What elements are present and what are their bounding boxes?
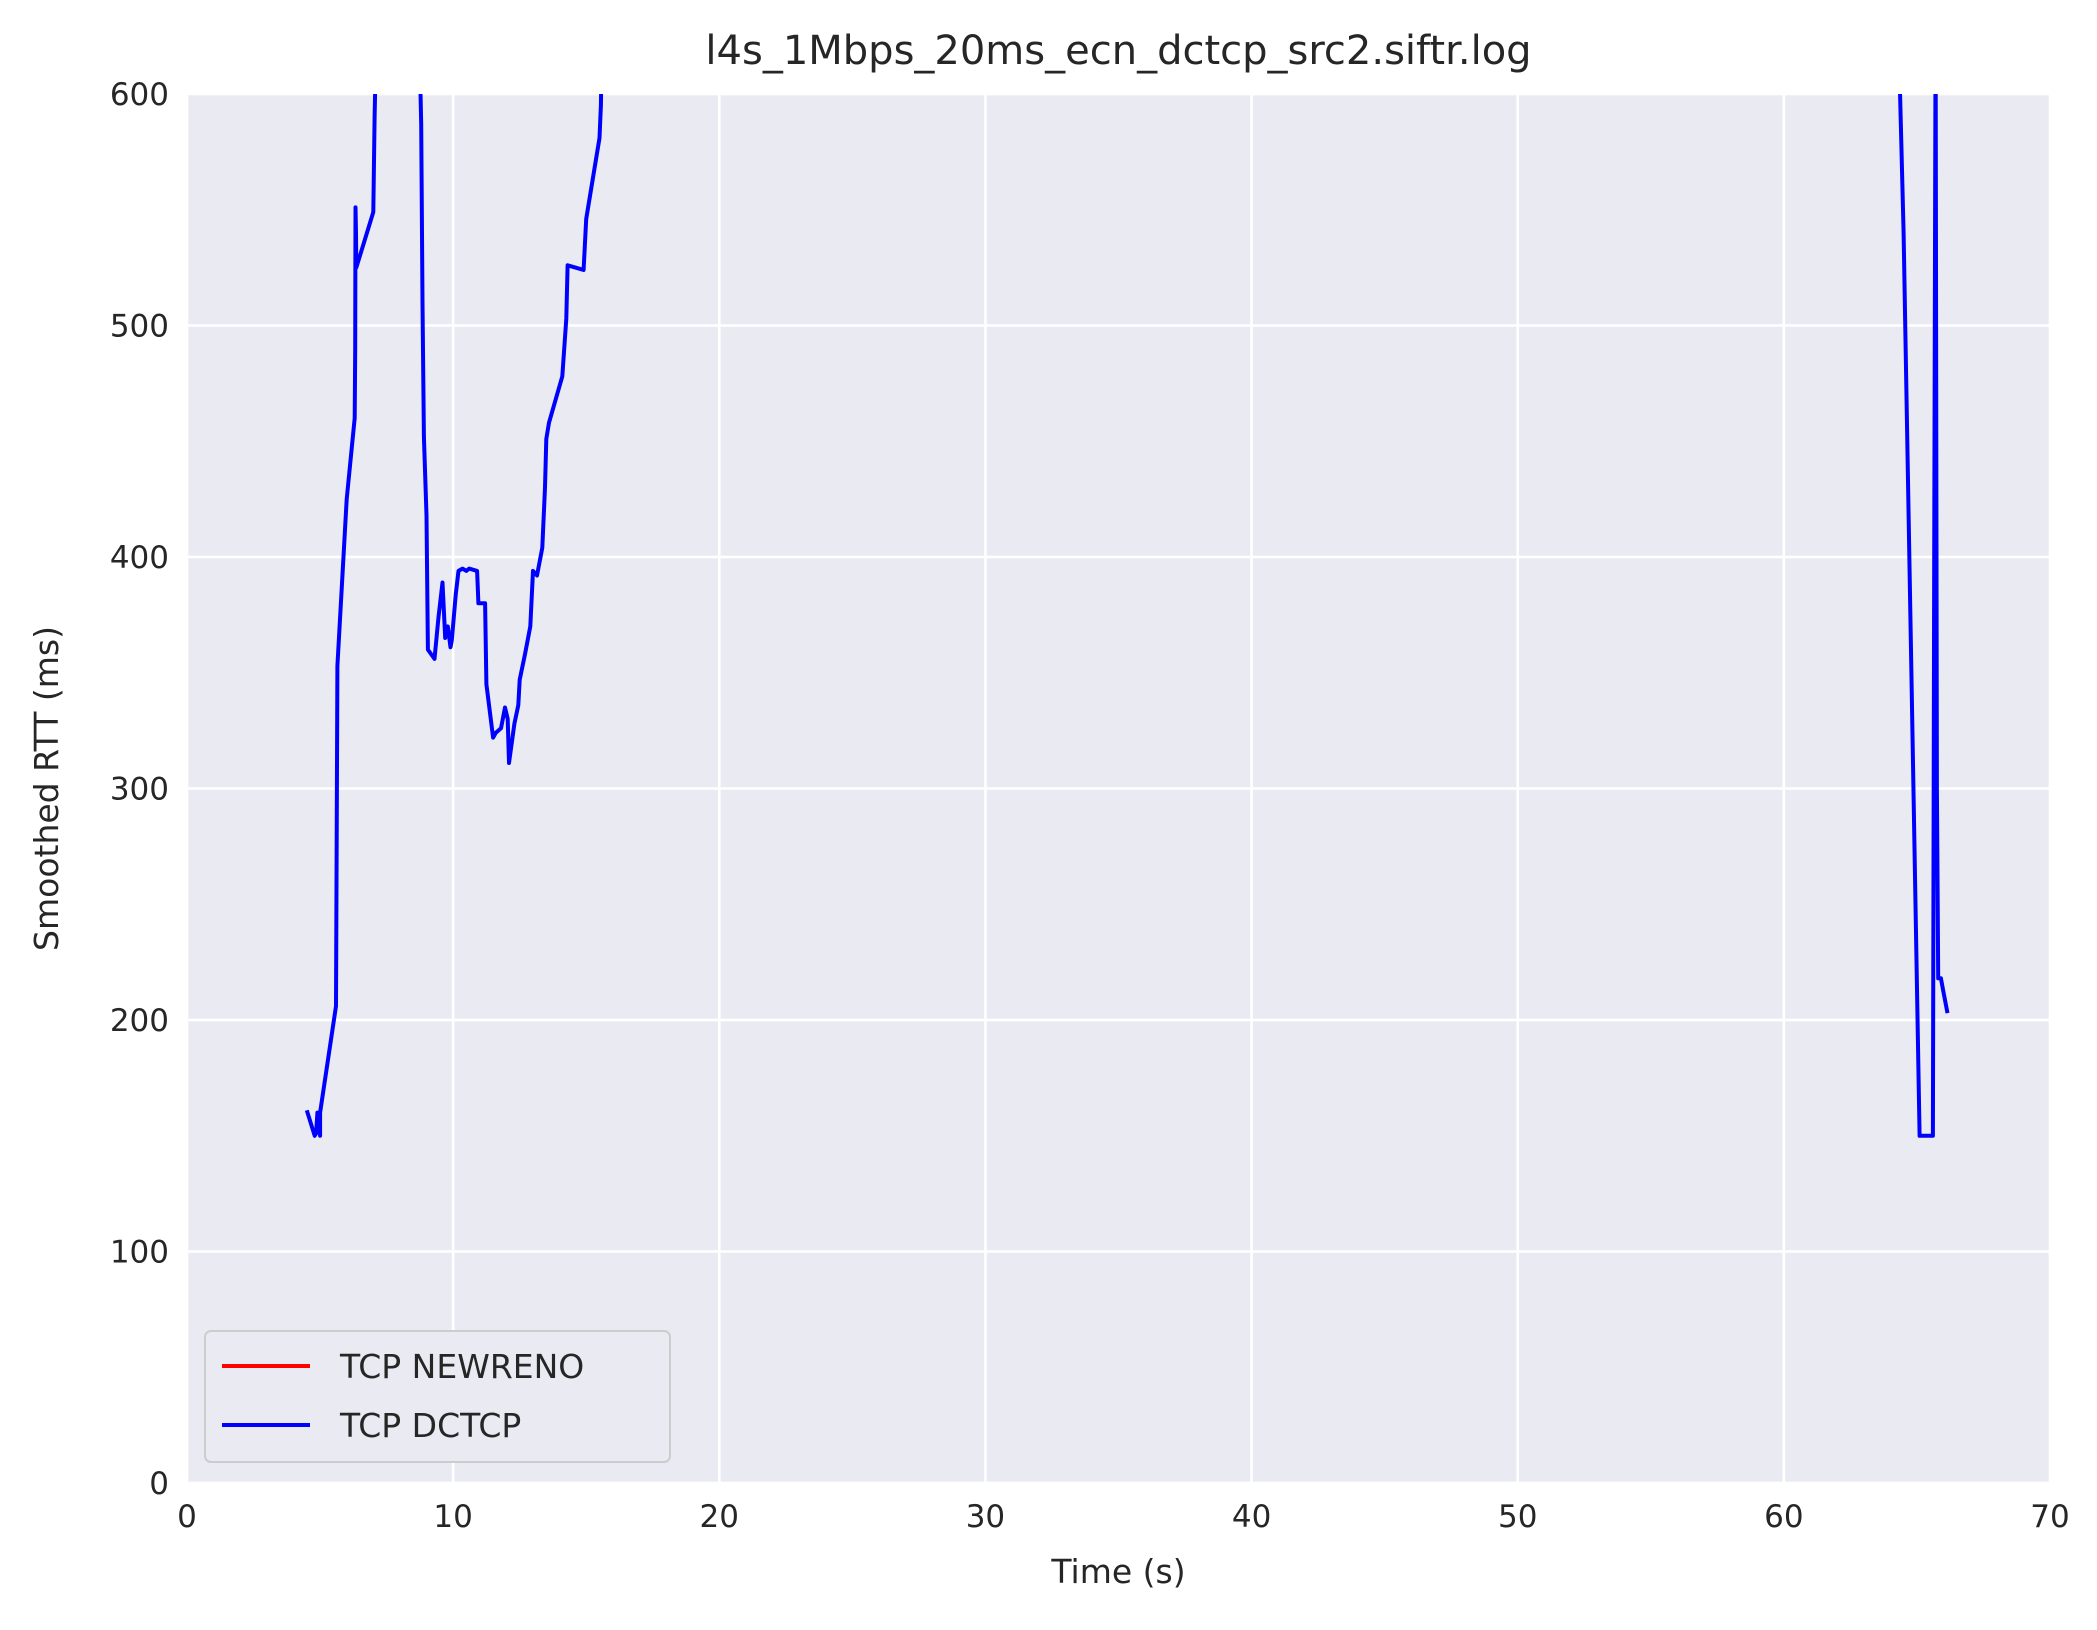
y-tick-label: 100: [110, 1235, 169, 1271]
legend: TCP NEWRENO TCP DCTCP: [204, 1330, 671, 1463]
y-axis-label: Smoothed RTT (ms): [27, 626, 66, 951]
y-tick-label: 200: [110, 1003, 169, 1039]
y-tick-label: 300: [110, 772, 169, 808]
legend-box: [204, 1330, 671, 1463]
legend-label-1: TCP NEWRENO: [339, 1347, 584, 1386]
grid-lines: [185, 92, 2052, 1485]
tick-labels: 0 10 20 30 40 50 60 70 0 100 200 300 400 500 600: [110, 77, 2070, 1535]
y-tick-label: 0: [149, 1466, 169, 1502]
x-tick-label: 40: [1232, 1499, 1271, 1535]
x-tick-label: 20: [700, 1499, 739, 1535]
x-tick-label: 10: [433, 1499, 472, 1535]
series-line-2: [304, 94, 1950, 1138]
x-axis-label: Time (s): [1050, 1552, 1185, 1591]
y-tick-label: 500: [110, 309, 169, 345]
series-layer: [304, 94, 1950, 1138]
y-tick-label: 400: [110, 540, 169, 576]
x-tick-label: 30: [966, 1499, 1005, 1535]
y-tick-label: 600: [110, 77, 169, 113]
chart-title: l4s_1Mbps_20ms_ecn_dctcp_src2.siftr.log: [705, 28, 1531, 74]
legend-label-2: TCP DCTCP: [339, 1406, 521, 1445]
x-tick-label: 0: [177, 1499, 197, 1535]
x-tick-label: 50: [1498, 1499, 1537, 1535]
x-tick-label: 60: [1764, 1499, 1803, 1535]
x-tick-label: 70: [2030, 1499, 2069, 1535]
